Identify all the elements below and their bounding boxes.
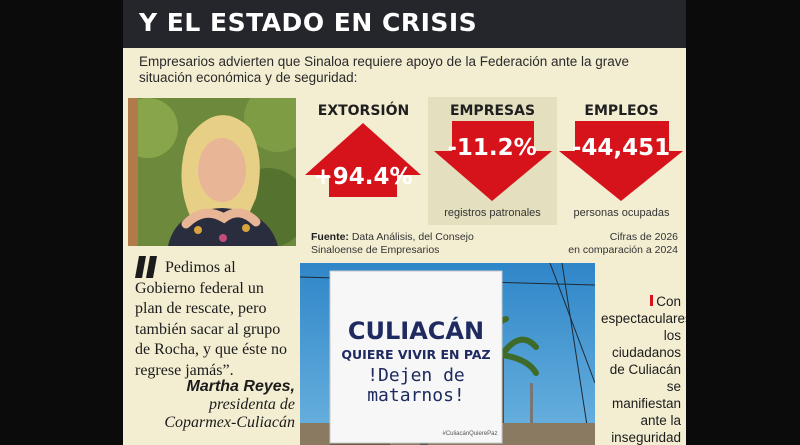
billboard-line-2: QUIERE VIVIR EN PAZ	[341, 347, 490, 362]
author-role-2: Coparmex-Culiacán	[164, 414, 295, 431]
arrow-up-icon: +94.4%	[305, 123, 421, 197]
arrow-down-icon: -44,451	[559, 121, 683, 201]
infographic: Y EL ESTADO EN CRISIS Empresarios advier…	[123, 0, 686, 445]
header-bar: Y EL ESTADO EN CRISIS	[123, 0, 686, 48]
quote-author: Martha Reyes, presidenta de Coparmex-Cul…	[135, 378, 295, 432]
cifras-note: Cifras de 2026 en comparación a 2024	[568, 231, 678, 257]
stat-label: EMPRESAS	[449, 103, 536, 119]
red-bar-icon	[650, 295, 654, 306]
cifras-line-2: en comparación a 2024	[568, 244, 678, 256]
billboard-line-3: !Dejen de	[367, 365, 465, 386]
billboard-line-4: matarnos!	[367, 385, 465, 406]
quote-mark-icon	[135, 256, 157, 278]
stat-extorsion: EXTORSIÓN +94.4%	[299, 97, 428, 225]
billboard-line-1: CULIACÁN	[348, 316, 484, 345]
cifras-line-1: Cifras de 2026	[609, 231, 678, 243]
billboard-hashtag: #CuliacánQuierePaz	[442, 431, 497, 437]
arrow-down-icon: -11.2%	[434, 121, 552, 201]
photo-caption: Con espectaculares, los ciudadanos de Cu…	[601, 293, 686, 445]
page-title: Y EL ESTADO EN CRISIS	[139, 8, 478, 37]
stat-empresas: EMPRESAS -11.2% registros patronales	[428, 97, 557, 225]
author-role-1: presidenta de	[208, 396, 295, 413]
intro-text: Empresarios advierten que Sinaloa requie…	[139, 54, 630, 85]
stat-value: -11.2%	[447, 135, 536, 161]
source-note: Fuente: Data Análisis, del Consejo Sinal…	[311, 231, 474, 257]
portrait-photo	[128, 98, 296, 246]
billboard-photo: CULIACÁN QUIERE VIVIR EN PAZ !Dejen de m…	[300, 263, 595, 445]
caption-text: Con espectaculares, los ciudadanos de Cu…	[601, 294, 686, 445]
source-label: Fuente:	[311, 231, 349, 243]
stat-sub: registros patronales	[444, 207, 541, 219]
stats-panel: EXTORSIÓN +94.4% EMPRESAS -11.2% registr…	[299, 97, 686, 225]
stat-label: EMPLEOS	[584, 103, 659, 119]
stat-label: EXTORSIÓN	[317, 103, 410, 119]
stat-sub: personas ocupadas	[573, 207, 670, 219]
quote-text: Pedimos al Gobierno federal un plan de r…	[135, 259, 287, 379]
stat-value: -44,451	[572, 135, 670, 161]
stat-value: +94.4%	[313, 164, 412, 190]
stat-empleos: EMPLEOS -44,451 personas ocupadas	[557, 97, 686, 225]
source-text-2: Sinaloense de Empresarios	[311, 244, 440, 256]
quote-block: Pedimos al Gobierno federal un plan de r…	[135, 258, 295, 381]
source-text-1: Data Análisis, del Consejo	[351, 231, 474, 243]
author-name: Martha Reyes,	[186, 378, 296, 395]
